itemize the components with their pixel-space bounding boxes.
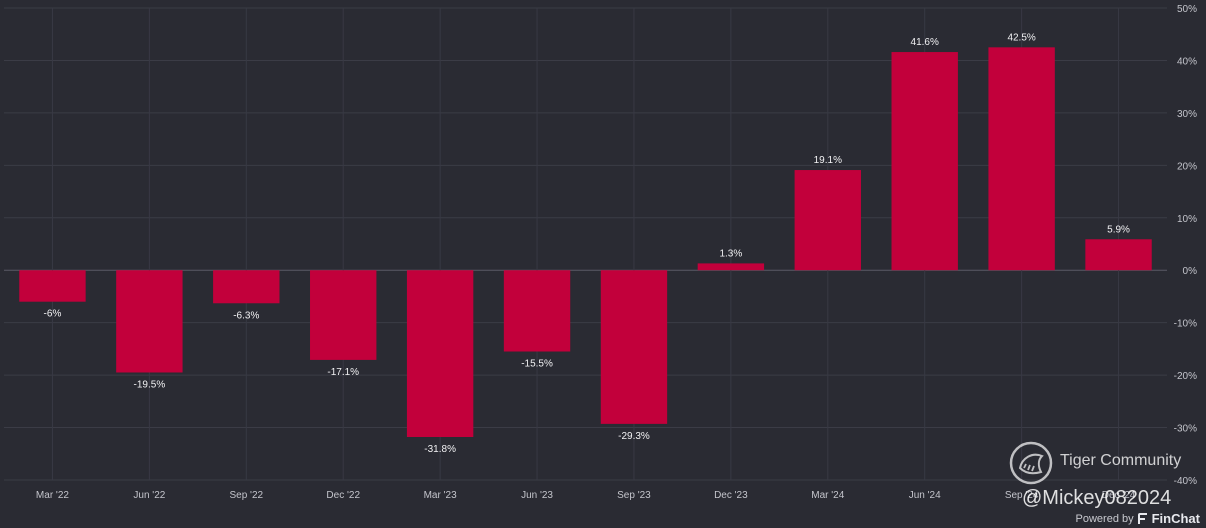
bar	[19, 270, 86, 302]
data-label: -6.3%	[233, 310, 259, 321]
bar	[794, 170, 861, 271]
bar	[213, 270, 280, 304]
y-tick-label: 20%	[1177, 161, 1197, 172]
x-tick-label: Mar '22	[36, 490, 69, 501]
y-tick-label: -40%	[1174, 476, 1197, 487]
bar	[988, 47, 1055, 271]
data-label: 41.6%	[911, 37, 939, 48]
y-tick-label: 10%	[1177, 214, 1197, 225]
bar	[891, 52, 958, 271]
x-tick-label: Sep '22	[229, 490, 263, 501]
x-tick-label: Jun '22	[133, 490, 165, 501]
y-tick-label: 30%	[1177, 109, 1197, 120]
data-label: 42.5%	[1007, 32, 1035, 43]
bar	[116, 270, 183, 373]
data-label: -6%	[44, 309, 62, 320]
watermark-handle: @Mickey082024	[1022, 487, 1172, 509]
data-label: 1.3%	[719, 248, 742, 259]
bar	[310, 270, 377, 360]
x-tick-label: Jun '24	[909, 490, 941, 501]
data-label: -15.5%	[521, 359, 553, 370]
x-tick-label: Dec '23	[714, 490, 748, 501]
y-tick-label: -30%	[1174, 424, 1197, 435]
bar	[1085, 239, 1152, 271]
data-label: -19.5%	[134, 379, 166, 390]
watermark-community: Tiger Community	[1060, 452, 1182, 469]
x-tick-label: Dec '24	[1102, 490, 1136, 501]
y-tick-label: -10%	[1174, 319, 1197, 330]
data-label: 19.1%	[814, 155, 842, 166]
y-tick-label: 40%	[1177, 56, 1197, 67]
data-label: 5.9%	[1107, 224, 1130, 235]
data-label: -29.3%	[618, 431, 650, 442]
x-tick-label: Mar '24	[811, 490, 844, 501]
y-tick-label: 0%	[1183, 266, 1198, 277]
finchat-brand: FinChat	[1151, 511, 1200, 526]
x-tick-label: Sep '24	[1005, 490, 1039, 501]
data-label: -17.1%	[327, 367, 359, 378]
finchat-logo-icon	[1137, 512, 1147, 524]
data-label: -31.8%	[424, 444, 456, 455]
x-tick-label: Jun '23	[521, 490, 553, 501]
x-tick-label: Mar '23	[424, 490, 457, 501]
y-tick-label: -20%	[1174, 371, 1197, 382]
bar	[406, 270, 474, 437]
powered-by-footer: Powered by FinChat	[1076, 511, 1200, 526]
x-tick-label: Sep '23	[617, 490, 651, 501]
tiger-community-logo-icon	[1009, 441, 1053, 485]
powered-by-label: Powered by	[1075, 512, 1134, 525]
bar	[600, 270, 668, 424]
y-tick-label: 50%	[1177, 4, 1197, 15]
bar	[503, 270, 571, 352]
x-tick-label: Dec '22	[326, 490, 360, 501]
bar	[697, 263, 765, 271]
